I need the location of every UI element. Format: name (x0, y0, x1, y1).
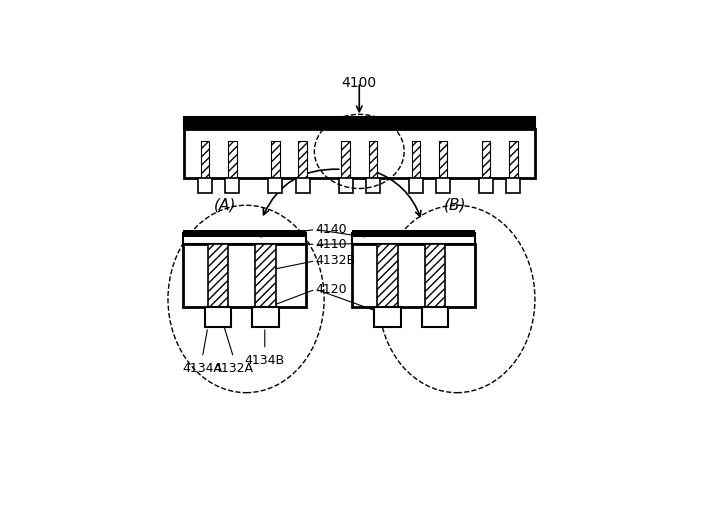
Bar (339, 178, 353, 193)
Bar (509, 141, 518, 178)
Bar (228, 141, 237, 178)
Bar (366, 178, 380, 193)
Bar (252, 307, 279, 327)
Bar (268, 178, 283, 193)
Bar (299, 141, 307, 178)
Bar (439, 141, 447, 178)
Bar (411, 141, 420, 178)
Text: 4100: 4100 (341, 77, 377, 90)
Bar (369, 141, 377, 178)
Bar (184, 129, 535, 178)
Bar (409, 178, 423, 193)
Bar (271, 141, 280, 178)
Text: 4140: 4140 (315, 223, 347, 236)
Bar (377, 243, 397, 307)
Bar (207, 243, 228, 307)
Text: 4134A: 4134A (182, 362, 222, 375)
Bar (439, 141, 447, 178)
Bar (479, 178, 494, 193)
Bar (506, 178, 521, 193)
Bar (200, 141, 210, 178)
Bar (183, 233, 306, 244)
Bar (184, 118, 535, 129)
Bar (225, 178, 240, 193)
Bar (299, 141, 307, 178)
Bar (183, 243, 306, 307)
Bar (341, 141, 350, 178)
Bar (207, 243, 228, 307)
Bar (509, 141, 518, 178)
Bar (482, 141, 491, 178)
Text: 4120: 4120 (315, 283, 347, 296)
Text: 4134B: 4134B (245, 354, 285, 368)
Bar (228, 141, 237, 178)
Bar (341, 141, 350, 178)
Bar (369, 141, 377, 178)
Bar (296, 178, 310, 193)
Bar (352, 243, 475, 307)
Text: (A): (A) (213, 197, 236, 212)
Bar (374, 307, 401, 327)
Bar (377, 243, 397, 307)
Text: 4132A: 4132A (214, 362, 254, 375)
Bar (255, 243, 275, 307)
Bar (425, 243, 445, 307)
Bar (200, 141, 210, 178)
Bar (436, 178, 450, 193)
Bar (205, 307, 231, 327)
Bar (425, 243, 445, 307)
Bar (422, 307, 448, 327)
Bar (411, 141, 420, 178)
Bar (198, 178, 212, 193)
Bar (255, 243, 275, 307)
Bar (352, 230, 475, 237)
Text: (B): (B) (444, 197, 466, 212)
Bar (482, 141, 491, 178)
Text: 4110: 4110 (315, 238, 347, 251)
Bar (271, 141, 280, 178)
Bar (183, 230, 306, 237)
Text: 4132B: 4132B (315, 254, 355, 267)
Bar (352, 233, 475, 244)
